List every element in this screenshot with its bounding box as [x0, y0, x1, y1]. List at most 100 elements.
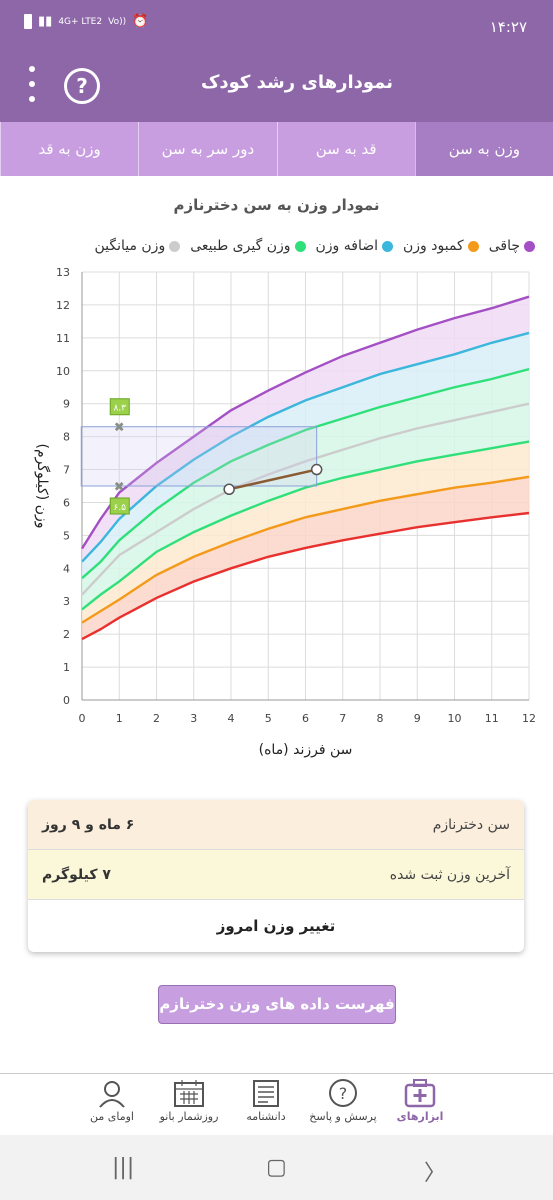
- woman-avatar-icon: [99, 1081, 125, 1108]
- info-card: سن دخترنازم ۶ ماه و ۹ روز آخرین وزن ثبت …: [28, 800, 524, 952]
- tab-head-age[interactable]: دور سر به سن: [138, 122, 276, 176]
- weight-label: آخرین وزن ثبت شده: [389, 866, 510, 883]
- legend-item-underweight[interactable]: کمبود وزن: [403, 238, 479, 254]
- y-tick-label: 1: [63, 661, 70, 674]
- chart-legend: چاقی کمبود وزن اضافه وزن وزن گیری طبیعی …: [94, 238, 535, 254]
- range-label-low: ۶.۵: [113, 503, 126, 513]
- weight-row: آخرین وزن ثبت شده ۷ کیلوگرم: [28, 850, 524, 900]
- y-tick-label: 5: [63, 529, 70, 542]
- network-label: 4G+ LTE2: [58, 16, 103, 27]
- y-tick-label: 12: [56, 299, 70, 312]
- tab-height-age[interactable]: قد به سن: [276, 122, 415, 176]
- legend-dot: [294, 240, 306, 252]
- x-tick-label: 3: [190, 712, 197, 725]
- bottom-nav: ابزارهای ? پرسش و پاسخ دانشنامه روزشمار …: [0, 1073, 553, 1136]
- band-fill: [82, 476, 529, 640]
- nav-label: پرسش و پاسخ: [309, 1110, 377, 1123]
- x-axis-label: سن فرزند (ماه): [259, 742, 353, 758]
- y-tick-label: 11: [56, 332, 70, 345]
- series-line: [80, 295, 530, 550]
- back-icon[interactable]: 〉: [424, 1161, 447, 1186]
- band-fill: [82, 332, 529, 579]
- series-line: [81, 475, 530, 624]
- tab-weight-age[interactable]: وزن به سن: [414, 122, 553, 176]
- alarm-icon: ⏰: [132, 14, 149, 29]
- y-tick-label: 9: [63, 398, 70, 411]
- legend-item-normal[interactable]: وزن گیری طبیعی: [190, 238, 306, 254]
- series-line: [81, 402, 530, 596]
- volte-label: Vo)): [108, 16, 127, 27]
- range-label-high: ۸.۳: [113, 404, 126, 414]
- nav-label: اومای من: [90, 1110, 134, 1123]
- child-weight-line: [228, 468, 317, 491]
- recent-apps-icon[interactable]: |||: [112, 1155, 135, 1180]
- y-tick-label: 2: [63, 628, 70, 641]
- x-tick-label: 0: [79, 712, 86, 725]
- legend-item-obese[interactable]: چاقی: [489, 238, 535, 254]
- page-title: نمودارهای رشد کودک: [200, 72, 393, 93]
- range-marker-low: ✖: [114, 480, 125, 495]
- legend-label: وزن گیری طبیعی: [190, 238, 291, 254]
- legend-dot: [524, 240, 535, 252]
- y-tick-label: 4: [63, 562, 70, 575]
- range-marker-high: ✖: [114, 421, 125, 436]
- nav-tools[interactable]: ابزارهای: [380, 1078, 460, 1123]
- change-weight-button[interactable]: تغییر وزن امروز: [216, 917, 336, 935]
- y-tick-label: 10: [56, 365, 70, 378]
- y-tick-label: 6: [63, 496, 70, 509]
- x-tick-label: 8: [377, 712, 384, 725]
- legend-label: اضافه وزن: [315, 238, 379, 254]
- nav-label: دانشنامه: [246, 1110, 286, 1123]
- series-line: [81, 511, 530, 641]
- x-tick-label: 5: [265, 712, 272, 725]
- legend-label: کمبود وزن: [403, 238, 464, 254]
- app-bar: ? نمودارهای رشد کودک: [0, 48, 553, 122]
- nav-profile[interactable]: اومای من: [72, 1078, 152, 1123]
- child-weight-point: [223, 483, 235, 496]
- nav-encyclopedia[interactable]: دانشنامه: [226, 1078, 306, 1123]
- range-box: [80, 426, 318, 487]
- y-tick-label: 3: [63, 595, 70, 608]
- x-tick-label: 2: [153, 712, 160, 725]
- band-fill: [82, 403, 529, 610]
- band-fill: [82, 441, 529, 623]
- nav-label: ابزارهای: [396, 1110, 444, 1123]
- nav-calendar[interactable]: روزشمار بانو: [149, 1078, 229, 1123]
- weight-list-button[interactable]: فهرست داده های وزن دخترنازم: [158, 985, 396, 1024]
- y-tick-label: 8: [63, 431, 70, 444]
- calendar-icon: [174, 1080, 204, 1107]
- y-axis-label: وزن (کیلوگرم): [34, 444, 51, 529]
- status-icons: ▮▮ 4G+ LTE2 Vo)) ⏰: [24, 14, 148, 29]
- x-tick-label: 12: [522, 712, 536, 725]
- status-time: ۱۴:۲۷: [489, 18, 527, 36]
- x-tick-label: 1: [116, 712, 123, 725]
- range-badge-high: [109, 398, 130, 416]
- medical-kit-icon: [404, 1079, 436, 1108]
- svg-text:?: ?: [339, 1084, 348, 1103]
- chart-tabs: وزن به سن قد به سن دور سر به سن وزن به ق…: [0, 122, 553, 176]
- help-icon[interactable]: ?: [64, 68, 100, 104]
- x-tick-label: 7: [339, 712, 346, 725]
- x-tick-label: 10: [448, 712, 462, 725]
- legend-dot: [467, 240, 479, 252]
- status-bar: ▮▮ 4G+ LTE2 Vo)) ⏰ ۱۴:۲۷: [0, 0, 553, 48]
- home-icon[interactable]: ▢: [266, 1155, 287, 1180]
- legend-item-overweight[interactable]: اضافه وزن: [316, 238, 394, 254]
- tab-weight-height[interactable]: وزن به قد: [0, 122, 138, 176]
- legend-dot: [169, 240, 181, 252]
- chart-title: نمودار وزن به سن دخترنازم: [173, 196, 380, 214]
- more-menu-icon[interactable]: [22, 66, 42, 102]
- legend-label: چاقی: [488, 238, 520, 254]
- legend-item-average[interactable]: وزن میانگین: [94, 238, 181, 254]
- x-tick-label: 11: [485, 712, 499, 725]
- x-tick-label: 4: [228, 712, 235, 725]
- age-row: سن دخترنازم ۶ ماه و ۹ روز: [28, 800, 524, 850]
- battery-icon: [24, 14, 32, 29]
- y-tick-label: 13: [56, 266, 70, 279]
- x-tick-label: 9: [414, 712, 421, 725]
- nav-questions[interactable]: ? پرسش و پاسخ: [303, 1078, 383, 1123]
- nav-label: روزشمار بانو: [159, 1110, 219, 1123]
- y-tick-label: 7: [63, 464, 70, 477]
- series-line: [81, 367, 530, 580]
